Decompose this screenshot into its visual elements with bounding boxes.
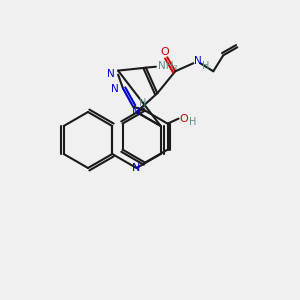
Text: O: O bbox=[179, 114, 188, 124]
Text: N: N bbox=[132, 163, 141, 173]
Text: H: H bbox=[140, 98, 147, 108]
Text: N: N bbox=[194, 56, 202, 66]
Text: O: O bbox=[160, 47, 169, 57]
Text: H: H bbox=[189, 117, 196, 127]
Text: N: N bbox=[111, 84, 119, 94]
Text: N: N bbox=[107, 69, 115, 79]
Text: H: H bbox=[202, 61, 209, 71]
Text: N: N bbox=[132, 107, 141, 117]
Text: NH₂: NH₂ bbox=[158, 61, 178, 71]
